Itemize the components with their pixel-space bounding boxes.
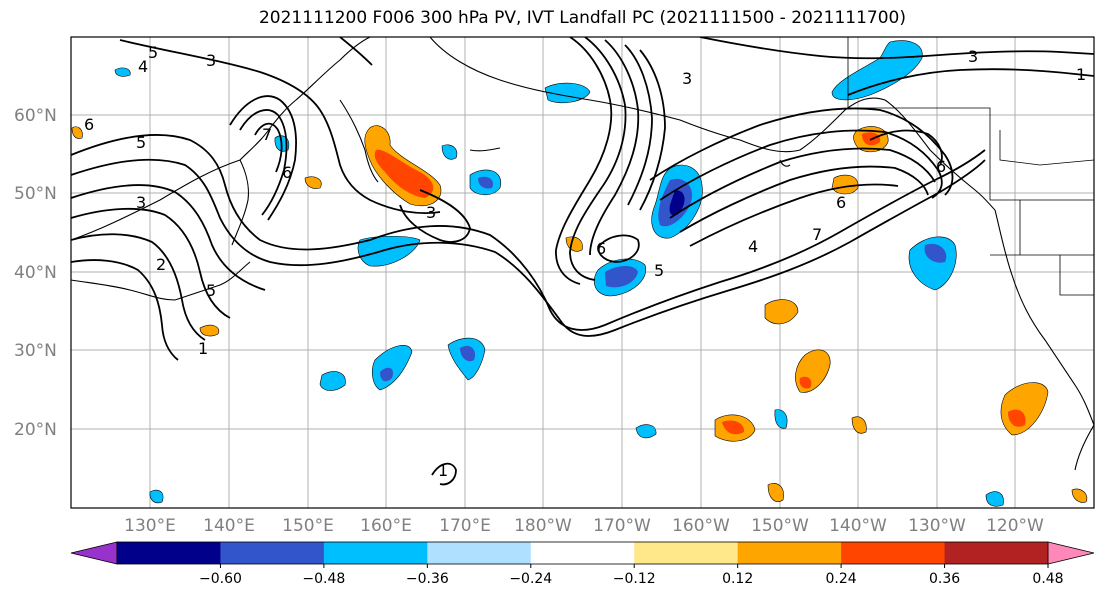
colorbar-tick-label: −0.48 [302, 571, 345, 587]
svg-text:6: 6 [596, 239, 606, 258]
colorbar-tick-label: 0.36 [929, 571, 960, 587]
colorbar: −0.60 −0.48 −0.36 −0.24 −0.12 0.12 0.24 0.36 0.4… [70, 541, 1095, 587]
colorbar-bin [220, 542, 325, 564]
colorbar-tick-label: 0.24 [826, 571, 857, 587]
latitude-labels: 60°N 50°N 40°N 30°N 20°N [14, 106, 57, 440]
colorbar-tick-label: −0.60 [199, 571, 242, 587]
contour-labels: 5 4 3 6 5 7 6 3 2 5 1 3 3 6 5 6 4 7 6 3 … [84, 43, 1086, 480]
svg-text:5: 5 [206, 281, 216, 300]
colorbar-extend-min [70, 541, 118, 565]
lon-label: 130°W [908, 516, 966, 536]
lat-label: 30°N [14, 341, 57, 361]
svg-text:7: 7 [262, 125, 272, 144]
lat-label: 20°N [14, 420, 57, 440]
svg-text:3: 3 [682, 69, 692, 88]
shaded-anomalies [71, 40, 1088, 507]
colorbar-tick-label: −0.24 [509, 571, 552, 587]
lon-label: 150°E [282, 516, 334, 536]
colorbar-bin [841, 542, 946, 564]
lat-label: 40°N [14, 263, 57, 283]
svg-text:1: 1 [438, 461, 448, 480]
lon-label: 170°W [593, 516, 651, 536]
lon-label: 150°W [751, 516, 809, 536]
colorbar-tick-label: −0.36 [406, 571, 449, 587]
svg-text:5: 5 [148, 43, 158, 62]
colorbar-bin [323, 542, 428, 564]
lon-label: 160°W [672, 516, 730, 536]
colorbar-tick-label: 0.48 [1032, 571, 1063, 587]
lon-label: 140°E [203, 516, 255, 536]
colorbar-bin [530, 542, 635, 564]
colorbar-outline [116, 541, 1049, 565]
svg-text:2: 2 [156, 255, 166, 274]
lat-label: 50°N [14, 184, 57, 204]
graticule [71, 37, 1094, 508]
colorbar-bin [427, 542, 532, 564]
svg-text:1: 1 [1076, 65, 1086, 84]
svg-text:5: 5 [654, 261, 664, 280]
lon-label: 170°E [439, 516, 491, 536]
svg-text:6: 6 [282, 163, 292, 182]
map-title: 2021111200 F006 300 hPa PV, IVT Landfall… [258, 8, 906, 28]
lon-label: 140°W [829, 516, 887, 536]
svg-text:7: 7 [812, 225, 822, 244]
colorbar-bin [634, 542, 739, 564]
svg-text:4: 4 [748, 237, 758, 256]
colorbar-bin [117, 542, 221, 564]
colorbar-extend-max [1047, 541, 1095, 565]
lon-label: 180°W [514, 516, 572, 536]
svg-text:6: 6 [836, 193, 846, 212]
svg-text:5: 5 [136, 133, 146, 152]
svg-text:6: 6 [84, 115, 94, 134]
svg-text:3: 3 [426, 203, 436, 222]
political-borders [847, 37, 1094, 296]
colorbar-bin [737, 542, 842, 564]
colorbar-bin [944, 542, 1049, 564]
coastlines [71, 37, 1094, 471]
longitude-labels: 130°E 140°E 150°E 160°E 170°E 180°W 170°… [124, 516, 1044, 536]
lon-label: 130°E [124, 516, 176, 536]
map-frame [70, 36, 1095, 509]
svg-text:1: 1 [198, 339, 208, 358]
lon-label: 120°W [986, 516, 1044, 536]
svg-text:3: 3 [968, 47, 978, 66]
svg-text:6: 6 [936, 157, 946, 176]
colorbar-tick-label: −0.12 [613, 571, 656, 587]
lon-label: 160°E [360, 516, 412, 536]
svg-text:4: 4 [138, 57, 148, 76]
svg-text:3: 3 [206, 51, 216, 70]
colorbar-tick-label: 0.12 [722, 571, 753, 587]
svg-text:3: 3 [136, 193, 146, 212]
pv-contours [71, 37, 1094, 486]
lat-label: 60°N [14, 106, 57, 126]
